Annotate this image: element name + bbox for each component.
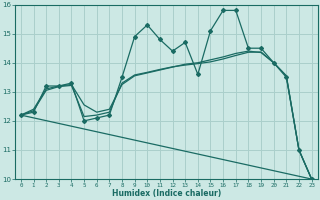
X-axis label: Humidex (Indice chaleur): Humidex (Indice chaleur) — [112, 189, 221, 198]
